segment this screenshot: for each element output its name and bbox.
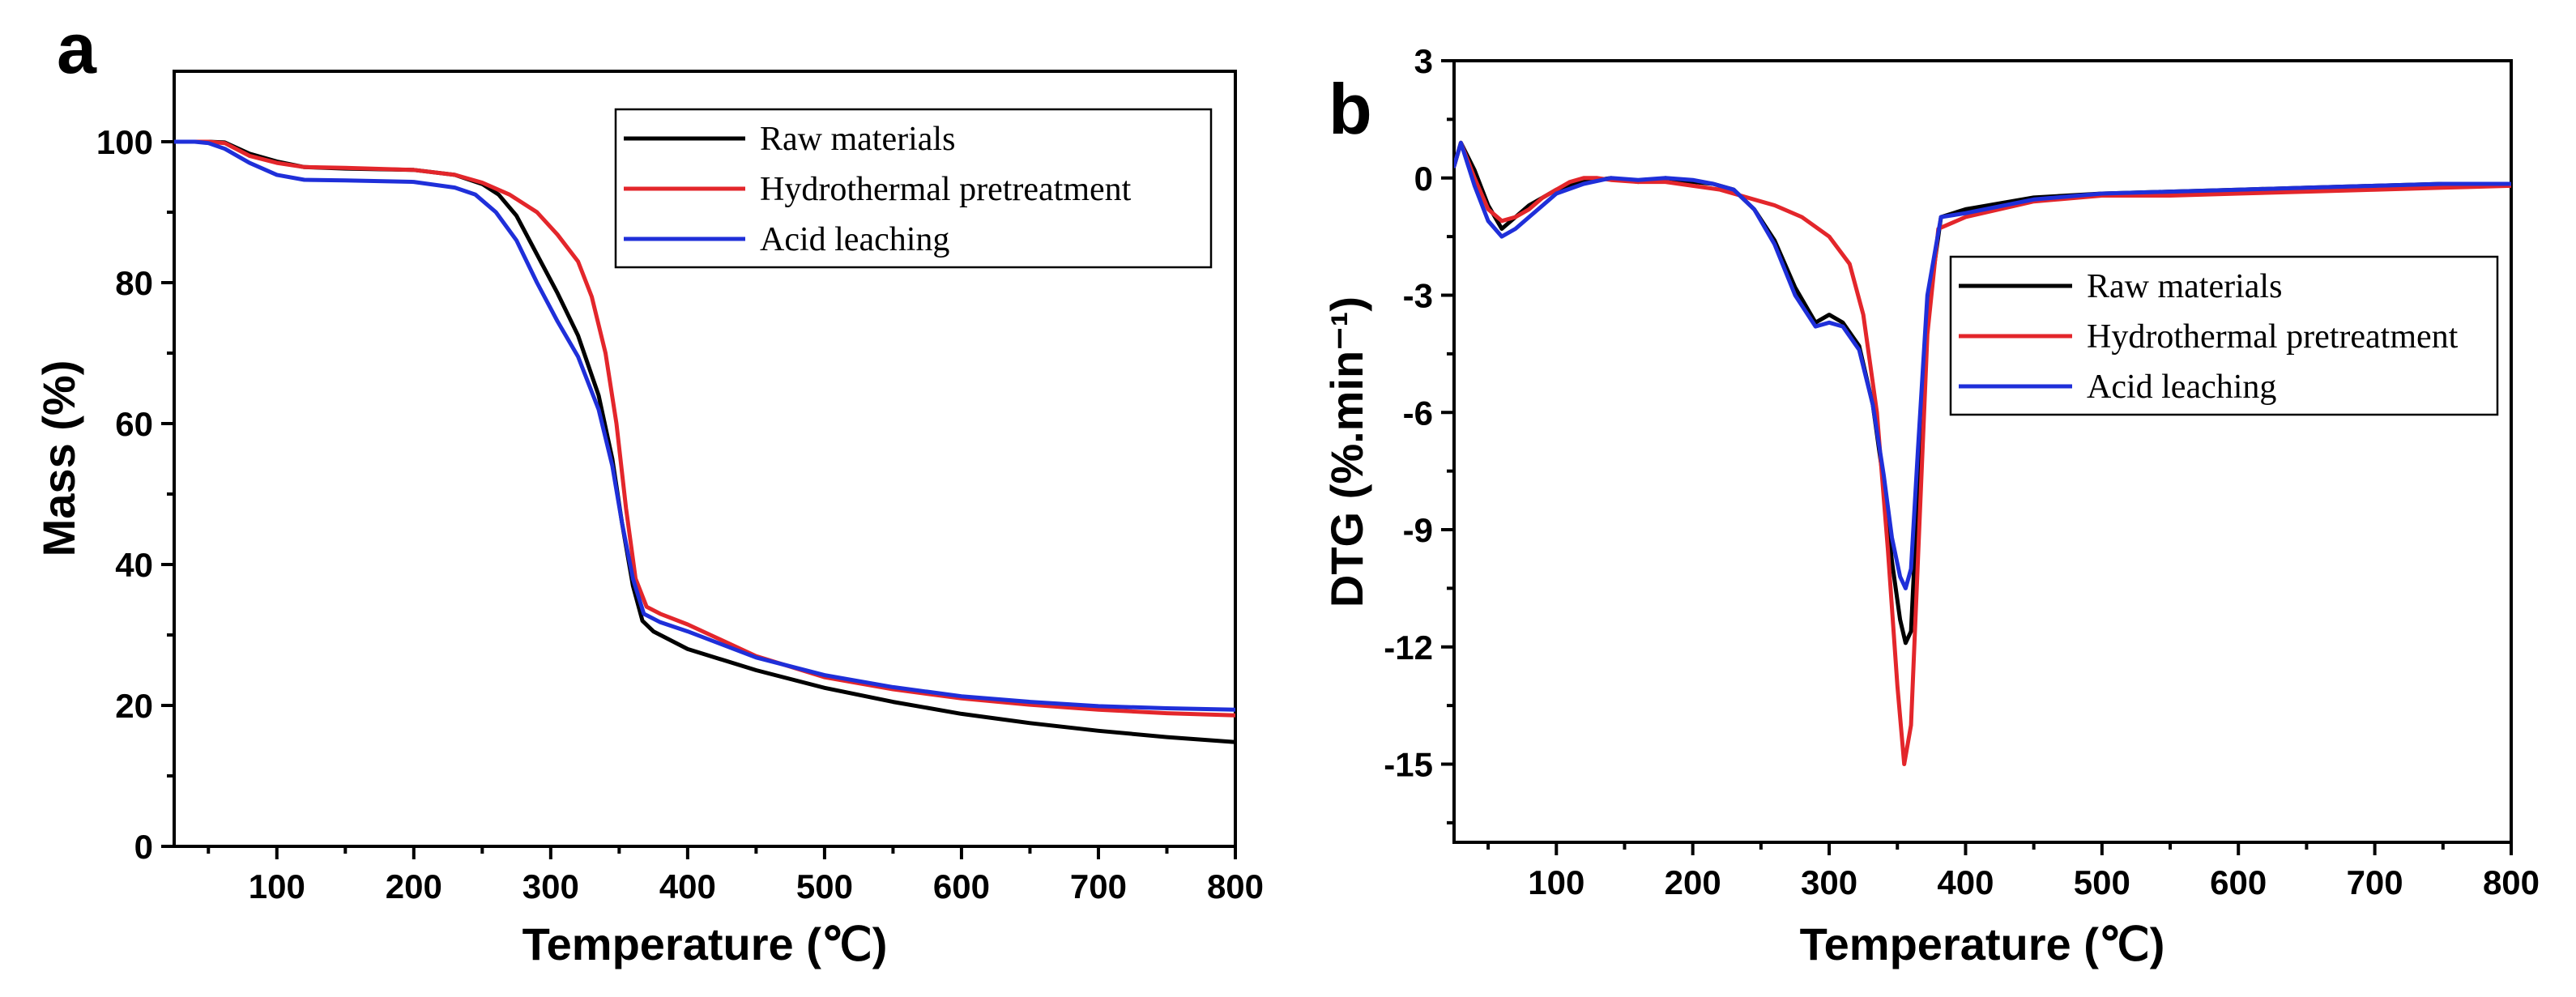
x-tick-label: 700 (2347, 863, 2403, 901)
y-tick-label: -9 (1403, 511, 1433, 549)
x-tick-label: 600 (933, 867, 990, 905)
y-tick-label: 0 (134, 828, 153, 866)
y-tick-label: -12 (1384, 628, 1433, 667)
series-group (174, 139, 1235, 744)
x-tick-label: 800 (2483, 863, 2540, 901)
legend-entry: Raw materials (760, 121, 955, 158)
y-tick-label: 3 (1414, 42, 1433, 80)
x-tick-label: 100 (249, 867, 305, 905)
legend-entry: Hydrothermal pretreatment (2087, 318, 2459, 356)
x-tick-label: 200 (386, 867, 442, 905)
x-tick-label: 500 (796, 867, 853, 905)
y-tick-label: 20 (115, 687, 153, 725)
plot-frame (173, 70, 1237, 848)
x-tick-label: 800 (1207, 867, 1264, 905)
y-tick-label: -3 (1403, 277, 1433, 315)
series-line-hydrothermal-pretreatment (1454, 140, 2511, 766)
x-tick-label: 700 (1070, 867, 1127, 905)
legend: Raw materials Hydrothermal pretreatment Ac… (1949, 255, 2499, 416)
y-tick-label: 0 (1414, 160, 1433, 198)
series-line-acid-leaching (174, 139, 1235, 712)
x-tick-label: 400 (1937, 863, 1994, 901)
x-tick-label: 300 (522, 867, 579, 905)
x-tick-label: 200 (1665, 863, 1721, 901)
legend-entry: Hydrothermal pretreatment (760, 171, 1132, 208)
x-tick-label: 400 (659, 867, 716, 905)
series-line-hydrothermal-pretreatment (174, 139, 1235, 718)
panel-letter-a: a (57, 8, 97, 88)
x-axis-title: Temperature (℃) (1800, 918, 2165, 969)
y-tick-label: -6 (1403, 394, 1433, 432)
x-tick-label: 600 (2210, 863, 2267, 901)
x-axis-title: Temperature (℃) (522, 918, 888, 969)
chart-panel-a: 100 200 300 400 500 600 700 800 0 20 40 60 80 100 Temp… (33, 70, 1264, 969)
plot-frame (1452, 59, 2513, 844)
legend-entry: Acid leaching (2087, 369, 2276, 406)
y-tick-label: 80 (115, 264, 153, 302)
x-tick-label: 100 (1528, 863, 1584, 901)
legend-entry: Acid leaching (760, 221, 949, 258)
panel-letter-b: b (1329, 69, 1372, 149)
x-tick-label: 300 (1801, 863, 1857, 901)
y-axis-title: Mass (%) (33, 360, 84, 557)
series-line-acid-leaching (1454, 140, 2511, 590)
y-axis-title: DTG (%.min⁻¹) (1321, 296, 1372, 607)
y-tick-label: 100 (96, 123, 153, 161)
x-tick-label: 500 (2074, 863, 2130, 901)
series-group (1454, 140, 2511, 766)
y-tick-label: 40 (115, 546, 153, 584)
y-tick-label: 60 (115, 405, 153, 443)
y-tick-label: -15 (1384, 746, 1433, 784)
legend-entry: Raw materials (2087, 268, 2282, 305)
legend: Raw materials Hydrothermal pretreatment Ac… (614, 108, 1213, 269)
chart-panel-b: 100 200 300 400 500 600 700 800 3 0 -3 -6 -9 -12 -15 Te… (1321, 42, 2540, 969)
